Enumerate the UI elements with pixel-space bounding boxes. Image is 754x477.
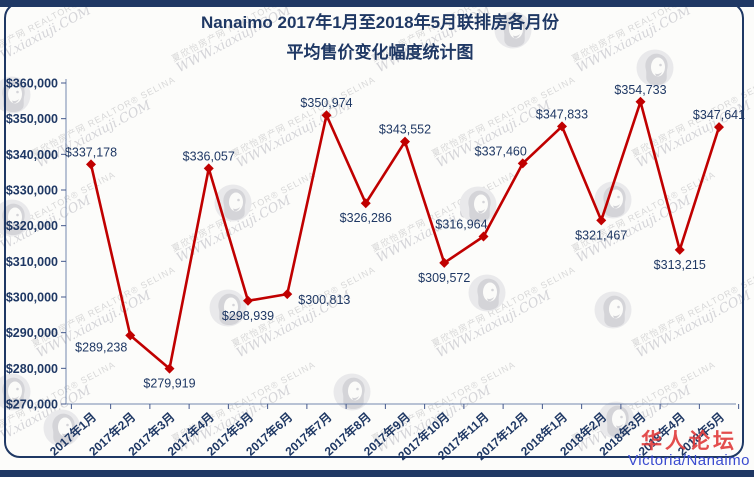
- data-point-label: $347,833: [536, 107, 588, 121]
- y-axis-label: $320,000: [6, 219, 58, 233]
- data-point-marker: [282, 289, 293, 300]
- data-point-label: $289,238: [75, 340, 127, 354]
- data-point-marker: [86, 159, 96, 170]
- y-axis-label: $360,000: [6, 77, 58, 91]
- data-point-marker: [714, 122, 724, 133]
- data-point-label: $309,572: [418, 271, 470, 285]
- y-axis-label: $310,000: [6, 255, 58, 269]
- data-point-marker: [439, 257, 450, 268]
- data-point-marker: [243, 295, 253, 306]
- forum-badge: 华人论坛 Victoria/Nanaimo: [628, 428, 750, 469]
- data-point-marker: [596, 215, 607, 226]
- data-point-label: $298,939: [222, 309, 274, 323]
- data-point-marker: [635, 96, 646, 107]
- data-point-label: $316,964: [435, 217, 487, 231]
- data-point-label: $350,974: [300, 96, 352, 110]
- data-point-marker: [674, 244, 685, 255]
- data-point-label: $313,215: [654, 258, 706, 272]
- bottom-border-bar: [0, 470, 754, 477]
- data-point-label: $354,733: [614, 83, 666, 97]
- y-axis-label: $340,000: [6, 148, 58, 162]
- y-axis-label: $300,000: [6, 291, 58, 305]
- data-point-marker: [203, 163, 214, 174]
- y-axis-label: $350,000: [6, 112, 58, 126]
- y-axis-label: $290,000: [6, 326, 58, 340]
- region-label: Victoria/Nanaimo: [628, 452, 750, 469]
- rounded-frame: [4, 2, 744, 458]
- data-point-marker: [478, 231, 489, 242]
- data-point-label: $337,178: [65, 145, 117, 159]
- data-point-marker: [517, 158, 528, 169]
- data-point-label: $300,813: [298, 293, 350, 307]
- chart-title-line1: Nanaimo 2017年1月至2018年5月联排房各月份: [200, 13, 560, 32]
- data-point-label: $321,467: [575, 228, 627, 242]
- data-point-marker: [321, 110, 332, 121]
- forum-name: 华人论坛: [641, 428, 738, 453]
- data-point-label: $326,286: [340, 211, 392, 225]
- y-axis-label: $270,000: [6, 398, 58, 412]
- data-point-marker: [400, 136, 410, 147]
- data-point-marker: [125, 330, 136, 341]
- data-point-label: $337,460: [475, 144, 527, 158]
- data-point-marker: [164, 363, 175, 374]
- data-point-label: $347,641: [693, 108, 745, 122]
- data-point-label: $343,552: [379, 123, 431, 137]
- chart-title-line2: 平均售价变化幅度统计图: [286, 43, 474, 62]
- chart-title: Nanaimo 2017年1月至2018年5月联排房各月份 平均售价变化幅度统计…: [30, 8, 730, 68]
- data-point-marker: [360, 198, 371, 209]
- y-axis-label: $280,000: [6, 362, 58, 376]
- data-point-label: $279,919: [143, 377, 195, 391]
- data-point-marker: [557, 121, 567, 132]
- data-point-label: $336,057: [183, 149, 235, 163]
- y-axis-label: $330,000: [6, 184, 58, 198]
